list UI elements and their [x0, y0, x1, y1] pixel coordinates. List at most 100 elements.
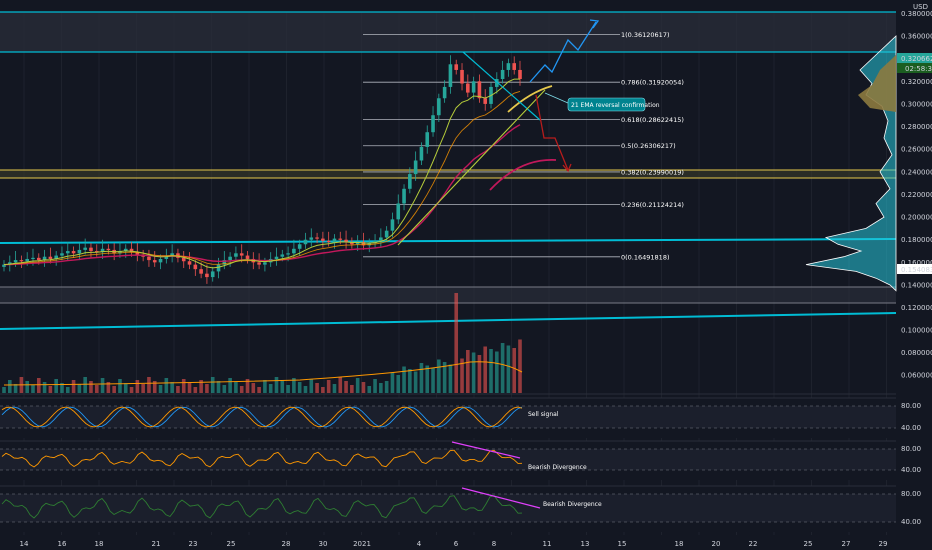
candle-body — [495, 79, 499, 87]
volume-bar — [477, 355, 482, 393]
price-tick: 0.22000000 — [901, 191, 932, 199]
axis-area — [896, 0, 932, 550]
oscillator-tick: 40.00 — [901, 424, 921, 432]
fib-level-label: 0.618(0.28622415) — [621, 116, 684, 124]
candle-body — [292, 248, 296, 254]
price-axis[interactable]: USD 0.380000000.360000000.340000000.3200… — [897, 3, 932, 380]
volume-bar — [460, 358, 464, 393]
moving-averages — [3, 78, 557, 269]
volume-bar — [518, 339, 522, 393]
volume-bar — [326, 380, 331, 393]
volume-bar — [222, 385, 227, 393]
volume-bar — [419, 363, 424, 393]
candle-body — [280, 254, 285, 257]
fibonacci-retracement[interactable]: 1(0.36120617) 0.786(0.31920054) 0.618(0.28… — [363, 31, 684, 261]
oscillator-tick: 80.00 — [901, 445, 921, 453]
volume-bar — [257, 387, 261, 393]
price-tick: 0.16000000 — [901, 259, 932, 267]
fib-level-label: 0.5(0.26306217) — [621, 142, 676, 150]
time-axis[interactable]: 14 16 18 21 23 25 28 30 2021 4 6 8 11 13 15 18 20 22 25 27 2… — [20, 540, 888, 548]
price-tick: 0.10000000 — [901, 327, 932, 335]
volume-bar — [158, 385, 163, 393]
candle-body — [199, 269, 203, 274]
ema200-projection — [489, 159, 557, 191]
candle-body — [94, 251, 99, 253]
candle-body — [350, 241, 354, 245]
time-tick: 28 — [282, 540, 291, 548]
candle-body — [263, 262, 267, 265]
candle-body — [274, 256, 279, 259]
volume-bar — [31, 385, 35, 393]
volume-bar — [228, 378, 232, 393]
candle-body — [355, 241, 360, 245]
volume-bar — [94, 385, 99, 393]
marker-price-label: 0.15408366 — [901, 266, 932, 274]
oscillator-tick: 80.00 — [901, 490, 921, 498]
fib-level-label: 0(0.16491818) — [621, 253, 670, 261]
candle-body — [25, 258, 29, 262]
volume-bar — [448, 364, 453, 393]
volume-bar — [489, 349, 493, 393]
candle-body — [315, 237, 319, 239]
candle-body — [471, 81, 476, 93]
volume-bar — [147, 377, 151, 393]
time-tick: 23 — [189, 540, 198, 548]
candle-body — [413, 160, 418, 175]
candle-body — [303, 239, 308, 245]
fib-level-label: 0.382(0.23990019) — [621, 168, 684, 176]
volume-bar — [408, 369, 412, 393]
time-tick: 29 — [879, 540, 888, 548]
time-tick: 13 — [581, 540, 590, 548]
volume-bar — [25, 381, 29, 393]
time-tick: 14 — [20, 540, 29, 548]
volume-bar — [303, 386, 308, 393]
candle-body — [181, 257, 186, 262]
volume-bar — [338, 377, 343, 393]
oscillator-panels: 80.00 40.00 80.00 40.00 80.00 40.00 — [0, 397, 921, 532]
trend-drawings[interactable] — [397, 19, 600, 246]
volume-bar — [13, 384, 18, 393]
time-tick: 16 — [58, 540, 67, 548]
candle-body — [361, 241, 366, 246]
time-tick: 15 — [618, 540, 627, 548]
candle-body — [518, 69, 522, 80]
volume-bar — [118, 379, 122, 393]
countdown-box — [897, 63, 932, 73]
price-tick: 0.18000000 — [901, 236, 932, 244]
volume-bar — [141, 384, 145, 393]
candle-body — [118, 251, 122, 254]
candle-body — [257, 262, 261, 265]
volume-bar — [199, 380, 203, 393]
volume-bar — [106, 382, 111, 393]
candle-body — [164, 255, 169, 259]
candle-body — [147, 256, 151, 261]
volume-bar — [280, 381, 285, 393]
oscillator-band — [0, 406, 896, 428]
oscillator-line — [1, 449, 523, 468]
candle-body — [83, 247, 87, 250]
annotations: 21 EMA reversal confirmation Sell signal B… — [528, 92, 660, 508]
volume-bar — [42, 382, 47, 393]
volume-bar — [129, 387, 134, 393]
volume-bar — [7, 380, 12, 393]
candle-body — [402, 188, 406, 204]
volume-profile-upper-band — [858, 55, 896, 112]
candle-body — [297, 244, 302, 249]
candle-body — [477, 81, 482, 99]
annotation-box — [567, 97, 646, 112]
candle-body — [326, 240, 331, 243]
volume-bar — [483, 346, 488, 393]
volume-bar — [437, 359, 441, 393]
time-tick: 22 — [749, 540, 758, 548]
time-tick: 2021 — [353, 540, 371, 548]
volume-bar — [89, 381, 93, 393]
candle-body — [460, 69, 464, 84]
oscillator-tick: 40.00 — [901, 518, 921, 526]
candle-body — [466, 83, 470, 93]
last-price-label: 0.32066220 — [901, 55, 932, 63]
candle-body — [448, 64, 453, 87]
price-tick: 0.28000000 — [901, 123, 932, 131]
volume-bar — [77, 384, 82, 393]
volume-bar — [245, 379, 250, 393]
